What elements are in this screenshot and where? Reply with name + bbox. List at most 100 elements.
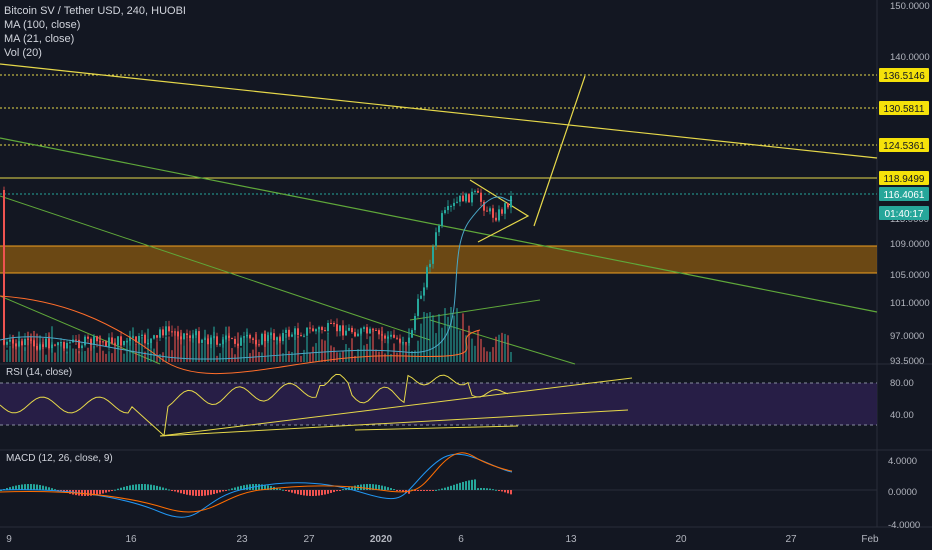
price-tag-label: 136.5146	[883, 71, 925, 82]
macd-histogram-bar	[165, 488, 167, 490]
volume-bar	[231, 348, 233, 362]
candle	[459, 195, 461, 202]
macd-histogram-bar	[216, 490, 218, 494]
candle	[309, 327, 311, 329]
volume-bar	[102, 350, 104, 362]
macd-histogram-bar	[375, 484, 377, 490]
macd-histogram-bar	[480, 488, 482, 490]
volume-bar	[135, 343, 137, 362]
volume-bar	[420, 323, 422, 362]
candle	[111, 337, 113, 344]
volume-bar	[195, 328, 197, 362]
volume-bar	[60, 342, 62, 362]
volume-bar	[255, 332, 257, 362]
macd-histogram-bar	[441, 488, 443, 490]
volume-bar	[162, 352, 164, 362]
macd-histogram-bar	[189, 490, 191, 496]
volume-bar	[495, 336, 497, 362]
candle	[357, 333, 359, 337]
volume-bar	[369, 336, 371, 362]
trend-line-yellow	[0, 63, 878, 159]
volume-bar	[468, 325, 470, 362]
macd-histogram-bar	[123, 486, 125, 490]
macd-histogram-bar	[258, 484, 260, 490]
volume-bar	[117, 346, 119, 362]
candle	[168, 326, 170, 332]
macd-histogram-bar	[174, 490, 176, 492]
candle	[171, 331, 173, 333]
volume-bar	[423, 311, 425, 362]
candle	[393, 334, 395, 338]
volume-bar	[306, 337, 308, 362]
volume-bar	[462, 313, 464, 362]
volume-bar	[318, 328, 320, 362]
volume-bar	[483, 347, 485, 362]
volume-bar	[63, 344, 65, 362]
candle	[411, 330, 413, 338]
ma21-legend[interactable]: MA (21, close)	[4, 33, 75, 45]
macd-histogram-bar	[261, 484, 263, 490]
candle	[327, 323, 329, 332]
rsi-label[interactable]: RSI (14, close)	[6, 367, 73, 378]
volume-bar	[168, 336, 170, 362]
candle	[348, 327, 350, 331]
macd-histogram-bar	[93, 490, 95, 496]
volume-legend[interactable]: Vol (20)	[4, 47, 42, 59]
price-tag-bg	[879, 206, 929, 220]
candle	[162, 329, 164, 336]
candle	[144, 334, 146, 344]
volume-bar	[489, 351, 491, 362]
macd-histogram-bar	[495, 489, 497, 491]
volume-bar	[387, 331, 389, 362]
macd-histogram-bar	[108, 490, 110, 492]
candle	[369, 328, 371, 334]
price-tag-label: 124.5361	[883, 141, 925, 152]
candle	[45, 338, 47, 347]
price-tick-label: 109.0000	[890, 239, 930, 250]
macd-histogram-bar	[267, 485, 269, 490]
macd-histogram-bar	[171, 490, 173, 491]
macd-histogram-bar	[246, 484, 248, 490]
macd-histogram-bar	[147, 484, 149, 490]
macd-histogram-bar	[327, 490, 329, 494]
macd-histogram-bar	[96, 490, 98, 495]
candle	[435, 232, 437, 247]
volume-bar	[15, 339, 17, 362]
volume-bar	[336, 352, 338, 362]
macd-histogram-bar	[333, 490, 335, 493]
time-tick-label: 27	[303, 534, 315, 545]
macd-histogram-bar	[201, 490, 203, 496]
price-tick-label: 97.0000	[890, 331, 924, 342]
macd-label[interactable]: MACD (12, 26, close, 9)	[6, 453, 113, 464]
volume-bar	[54, 352, 56, 362]
macd-histogram-bar	[372, 484, 374, 490]
rsi-trend-line-3	[354, 425, 519, 431]
candle	[372, 328, 374, 330]
macd-histogram-bar	[282, 489, 284, 491]
macd-histogram-bar	[222, 490, 224, 492]
ma100-legend[interactable]: MA (100, close)	[4, 19, 81, 31]
volume-bar	[408, 328, 410, 362]
candle	[3, 190, 5, 345]
symbol-title[interactable]: Bitcoin SV / Tether USD, 240, HUOBI	[4, 5, 186, 17]
candle	[432, 246, 434, 264]
volume-bar	[510, 351, 512, 362]
candle	[447, 206, 449, 211]
candle	[423, 287, 425, 296]
volume-bar	[456, 308, 458, 362]
candle	[366, 327, 368, 334]
candle	[477, 190, 479, 193]
macd-histogram-bar	[447, 486, 449, 490]
volume-bar	[213, 326, 215, 362]
volume-bar	[492, 347, 494, 362]
volume-bar	[378, 351, 380, 362]
volume-bar	[93, 345, 95, 362]
macd-histogram-bar	[417, 490, 419, 491]
volume-bar	[276, 339, 278, 362]
candle	[483, 201, 485, 211]
candle	[450, 205, 452, 207]
candle	[438, 225, 440, 233]
macd-histogram-bar	[138, 484, 140, 490]
macd-histogram-bar	[330, 490, 332, 493]
